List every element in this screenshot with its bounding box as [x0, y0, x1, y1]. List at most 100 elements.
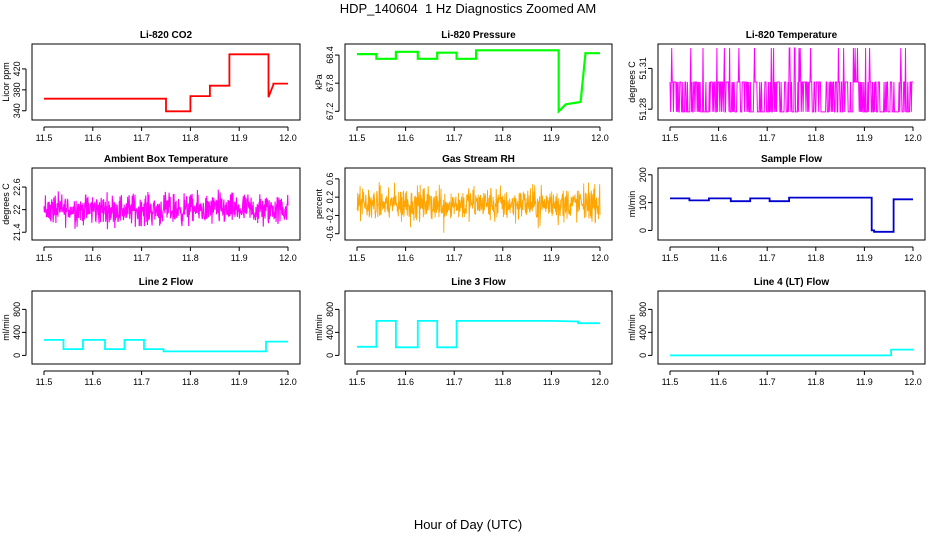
- panel-8: Line 3 Flow 11.5 11.6 11.7 11.8 11.9 12.0 0 400 8…: [314, 277, 613, 387]
- panel-1: Li-820 CO2 11.5 11.6 11.7 11.8 11.9 12.0 340 380…: [1, 30, 301, 143]
- y-axis-label: ml/min: [627, 314, 637, 341]
- x-tick-label: 11.6: [397, 133, 414, 143]
- series-group: [357, 49, 600, 114]
- x-tick-label: 11.7: [759, 133, 776, 143]
- panel-9: Line 4 (LT) Flow 11.5 11.6 11.7 11.8 11.9 12.0…: [627, 277, 926, 387]
- x-tick-label: 11.7: [133, 133, 150, 143]
- plot-frame: [657, 290, 926, 365]
- x-tick-label: 11.8: [494, 377, 511, 387]
- panel-title: Line 4 (LT) Flow: [754, 277, 830, 288]
- x-tick-label: 11.5: [662, 133, 679, 143]
- y-axis: 0 400 800: [638, 302, 653, 358]
- x-tick-label: 12.0: [591, 253, 609, 263]
- y-axis-label: ml/min: [314, 314, 324, 341]
- y-tick-label: 0: [325, 353, 335, 358]
- series-line: [357, 49, 600, 114]
- x-tick-label: 11.5: [349, 377, 366, 387]
- y-tick-label: 0: [638, 228, 648, 233]
- y-axis-label: degrees C: [1, 183, 11, 225]
- x-tick-label: 12.0: [591, 377, 609, 387]
- panel-3: Li-820 Temperature 11.5 11.6 11.7 11.8 11.9 12…: [627, 30, 926, 143]
- y-tick-label: 51.31: [638, 57, 648, 80]
- x-tick-label: 12.0: [904, 377, 922, 387]
- x-tick-label: 11.8: [807, 377, 824, 387]
- x-tick-label: 11.9: [856, 253, 873, 263]
- y-tick-label: 0: [638, 353, 648, 358]
- x-tick-label: 11.7: [133, 377, 150, 387]
- series-group: [669, 47, 913, 113]
- x-tick-label: 11.9: [231, 253, 248, 263]
- y-tick-label: 400: [638, 325, 648, 340]
- plot-frame: [344, 43, 613, 121]
- plot-frame: [657, 167, 926, 241]
- y-axis: -0.6 -0.2 0.2 0.6: [325, 173, 340, 241]
- x-tick-label: 12.0: [904, 253, 922, 263]
- x-axis-title: Hour of Day (UTC): [413, 517, 523, 532]
- y-tick-label: 800: [12, 302, 22, 317]
- y-tick-label: 380: [12, 82, 22, 97]
- x-tick-label: 11.6: [84, 377, 101, 387]
- y-tick-label: 0: [12, 353, 22, 358]
- y-tick-label: -0.2: [325, 208, 335, 224]
- series-line: [670, 348, 913, 357]
- x-tick-label: 11.6: [710, 253, 727, 263]
- panel-title: Li-820 Temperature: [746, 30, 838, 41]
- x-axis: 11.5 11.6 11.7 11.8 11.9 12.0: [662, 126, 922, 143]
- x-axis: 11.5 11.6 11.7 11.8 11.9 12.0: [662, 370, 922, 387]
- series-line: [669, 47, 913, 113]
- y-axis: 0 100 200: [638, 167, 653, 233]
- series-group: [44, 53, 288, 113]
- x-tick-label: 11.8: [494, 133, 511, 143]
- panel-title: Li-820 CO2: [140, 30, 193, 41]
- x-tick-label: 11.7: [446, 133, 463, 143]
- panel-title: Line 2 Flow: [139, 277, 194, 288]
- y-axis-label: degrees C: [627, 61, 637, 103]
- y-tick-label: 400: [325, 325, 335, 340]
- series-line: [44, 53, 288, 113]
- y-axis: 340 380 420: [12, 61, 27, 118]
- x-tick-label: 11.6: [84, 253, 101, 263]
- x-tick-label: 11.6: [397, 377, 414, 387]
- y-tick-label: 0.2: [325, 191, 335, 204]
- x-axis: 11.5 11.6 11.7 11.8 11.9 12.0: [662, 246, 922, 263]
- x-axis: 11.5 11.6 11.7 11.8 11.9 12.0: [349, 370, 609, 387]
- y-tick-label: 67.8: [325, 74, 335, 92]
- x-tick-label: 12.0: [904, 133, 922, 143]
- panel-title: Ambient Box Temperature: [104, 154, 229, 165]
- x-tick-label: 11.5: [349, 133, 366, 143]
- series-group: [44, 338, 288, 353]
- x-tick-label: 11.8: [807, 253, 824, 263]
- y-axis: 0 400 800: [12, 302, 27, 358]
- x-tick-label: 11.9: [856, 377, 873, 387]
- x-tick-label: 11.9: [543, 253, 560, 263]
- plot-frame: [344, 290, 613, 365]
- panel-6: Sample Flow 11.5 11.6 11.7 11.8 11.9 12.0 0 100 2…: [627, 154, 926, 263]
- plot-frame: [31, 43, 301, 121]
- series-group: [670, 348, 913, 357]
- y-axis: 67.2 67.8 68.4: [325, 46, 340, 121]
- x-tick-label: 11.9: [856, 133, 873, 143]
- y-tick-label: 67.2: [325, 103, 335, 121]
- panel-title: Sample Flow: [761, 154, 822, 165]
- series-line: [43, 189, 289, 230]
- x-tick-label: 11.9: [231, 133, 248, 143]
- x-tick-label: 11.8: [182, 377, 199, 387]
- x-tick-label: 11.7: [446, 377, 463, 387]
- x-tick-label: 11.6: [84, 133, 101, 143]
- series-group: [357, 319, 600, 349]
- plot-frame: [657, 43, 926, 121]
- y-axis-label: Licor ppm: [1, 62, 11, 102]
- x-tick-label: 11.6: [710, 377, 727, 387]
- x-tick-label: 11.8: [494, 253, 511, 263]
- y-axis-label: ml/min: [1, 314, 11, 341]
- series-line: [670, 196, 913, 233]
- x-tick-label: 11.8: [182, 253, 199, 263]
- series-line: [44, 338, 288, 353]
- series-group: [670, 196, 913, 233]
- y-tick-label: 400: [12, 325, 22, 340]
- series-line: [356, 182, 601, 233]
- x-tick-label: 12.0: [279, 253, 297, 263]
- y-tick-label: 800: [638, 302, 648, 317]
